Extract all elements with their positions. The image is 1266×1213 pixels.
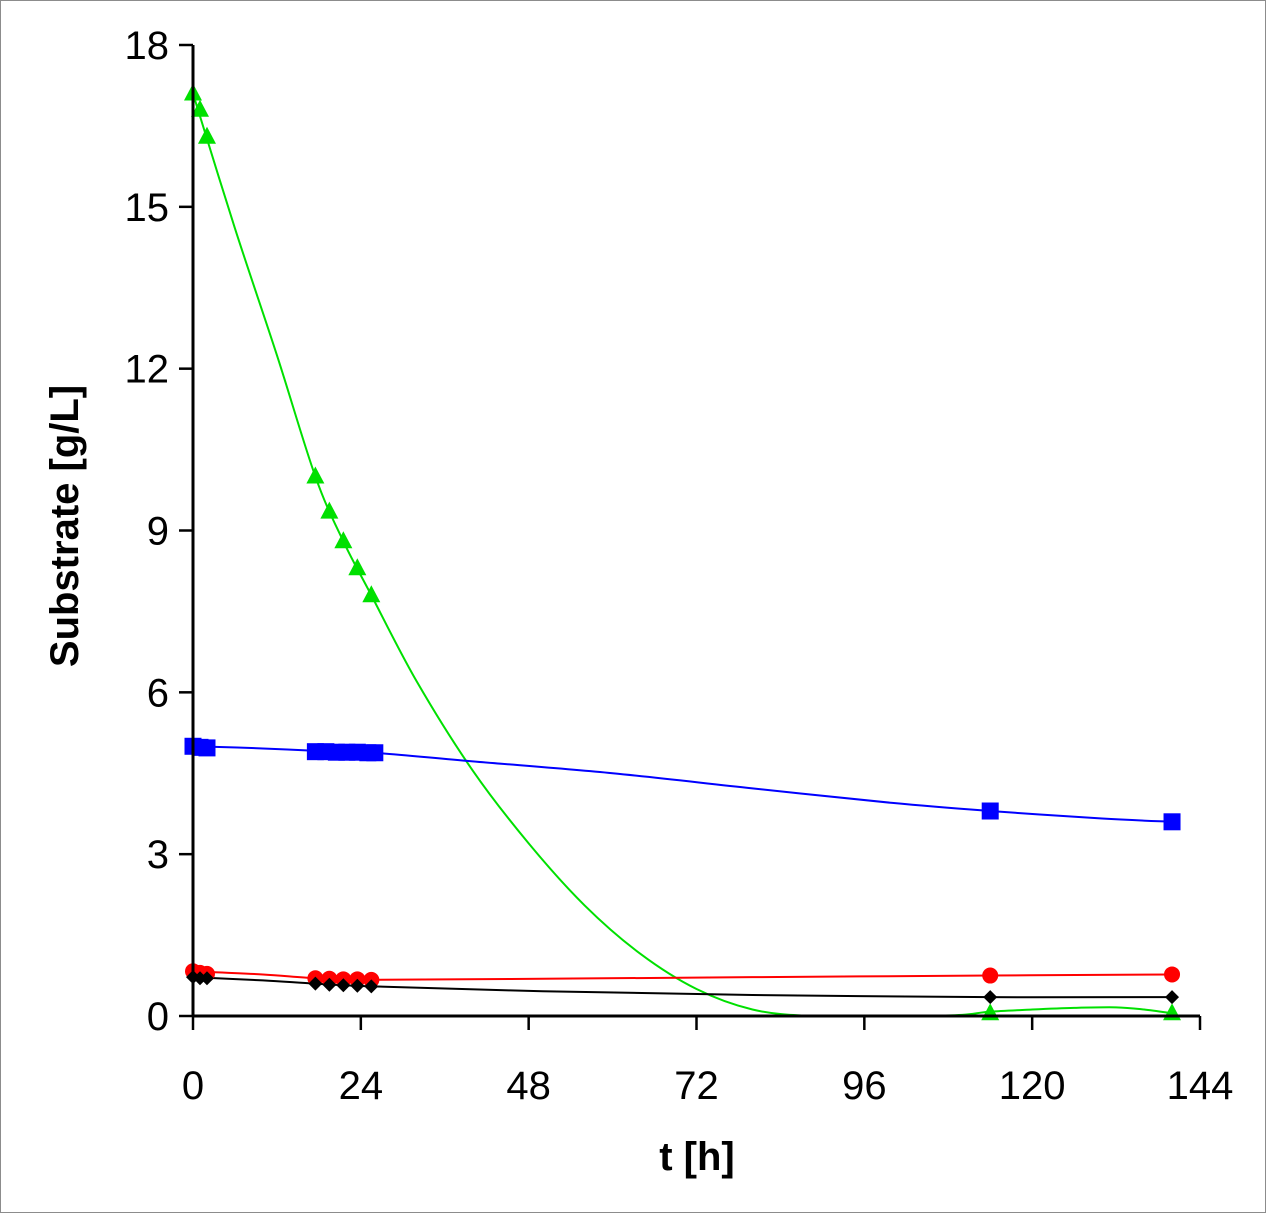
data-point-black-diamonds — [308, 976, 323, 991]
data-point-black-diamonds — [983, 990, 998, 1005]
x-tick-label: 72 — [674, 1064, 719, 1108]
data-point-black-diamonds — [199, 971, 214, 986]
series-line-green-triangles — [192, 93, 1173, 1018]
data-point-green-triangles — [306, 466, 325, 484]
data-point-black-diamonds — [1165, 990, 1180, 1005]
y-tick-label: 3 — [147, 833, 169, 877]
series-curves — [192, 93, 1173, 1018]
y-tick-label: 9 — [147, 510, 169, 554]
data-point-black-diamonds — [350, 978, 365, 993]
data-point-green-triangles — [334, 531, 353, 549]
y-tick-label: 18 — [125, 24, 170, 68]
series-markers — [184, 83, 1182, 1021]
y-tick-label: 15 — [125, 186, 170, 230]
data-point-green-triangles — [190, 99, 209, 117]
y-axis-title: Substrate [g/L] — [43, 385, 87, 667]
data-point-red-circles — [982, 967, 999, 984]
y-tick-label: 12 — [125, 348, 170, 392]
y-tick-label: 0 — [147, 995, 169, 1039]
x-tick-label: 48 — [506, 1064, 551, 1108]
data-point-blue-squares — [366, 744, 384, 762]
data-point-blue-squares — [198, 739, 216, 757]
data-point-green-triangles — [362, 585, 381, 603]
data-point-blue-squares — [1163, 813, 1181, 831]
tick-labels: 0 3 6 9 12 15 18 0 24 48 72 96 120 144 — [125, 24, 1234, 1108]
data-point-red-circles — [1164, 966, 1181, 983]
data-point-blue-squares — [981, 802, 999, 820]
y-tick-label: 6 — [147, 671, 169, 715]
x-tick-label: 0 — [182, 1064, 204, 1108]
x-axis-title: t [h] — [659, 1135, 735, 1179]
data-point-black-diamonds — [322, 977, 337, 992]
x-tick-label: 96 — [842, 1064, 887, 1108]
data-point-green-triangles — [197, 126, 216, 144]
data-point-black-diamonds — [336, 978, 351, 993]
data-point-black-diamonds — [364, 979, 379, 994]
axes — [179, 43, 1202, 1030]
data-point-green-triangles — [348, 558, 367, 576]
data-point-green-triangles — [320, 501, 339, 519]
x-tick-label: 144 — [1167, 1064, 1234, 1108]
x-tick-label: 120 — [999, 1064, 1066, 1108]
x-tick-label: 24 — [339, 1064, 384, 1108]
